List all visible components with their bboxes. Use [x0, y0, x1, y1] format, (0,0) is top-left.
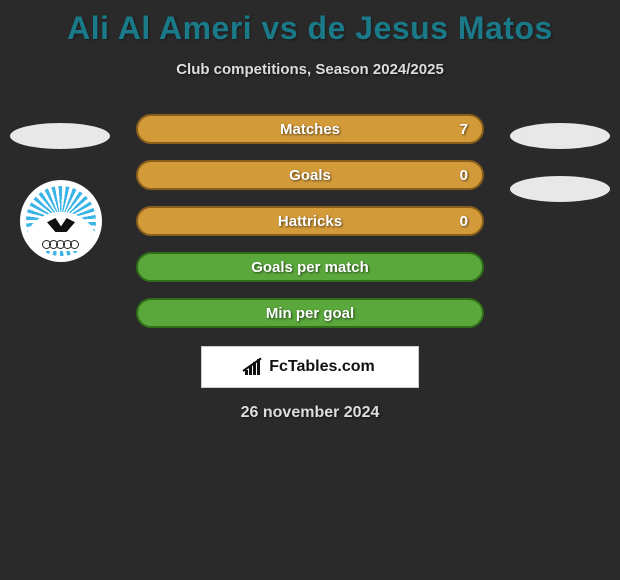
club-badge	[20, 180, 102, 262]
brand-watermark: FcTables.com	[201, 346, 419, 388]
brand-text: FcTables.com	[269, 358, 375, 376]
stats-container: Matches 7 Goals 0 Hattricks 0 Goals per match M…	[136, 114, 484, 328]
stat-label: Min per goal	[266, 305, 354, 322]
stat-bar: Goals per match	[136, 252, 484, 282]
stat-label: Hattricks	[278, 213, 342, 230]
stat-label: Matches	[280, 121, 340, 138]
page-title: Ali Al Ameri vs de Jesus Matos	[0, 0, 620, 47]
footer-date: 26 november 2024	[0, 404, 620, 422]
player-slot-right-2	[510, 176, 610, 202]
stat-bar: Hattricks 0	[136, 206, 484, 236]
player-slot-right-1	[510, 123, 610, 149]
player-slot-left	[10, 123, 110, 149]
chart-icon	[245, 359, 265, 375]
stat-bar: Goals 0	[136, 160, 484, 190]
stat-value: 0	[460, 213, 468, 230]
stat-value: 7	[460, 121, 468, 138]
stat-label: Goals per match	[251, 259, 369, 276]
page-subtitle: Club competitions, Season 2024/2025	[0, 61, 620, 78]
stat-label: Goals	[289, 167, 331, 184]
stat-value: 0	[460, 167, 468, 184]
stat-bar: Min per goal	[136, 298, 484, 328]
stat-bar: Matches 7	[136, 114, 484, 144]
